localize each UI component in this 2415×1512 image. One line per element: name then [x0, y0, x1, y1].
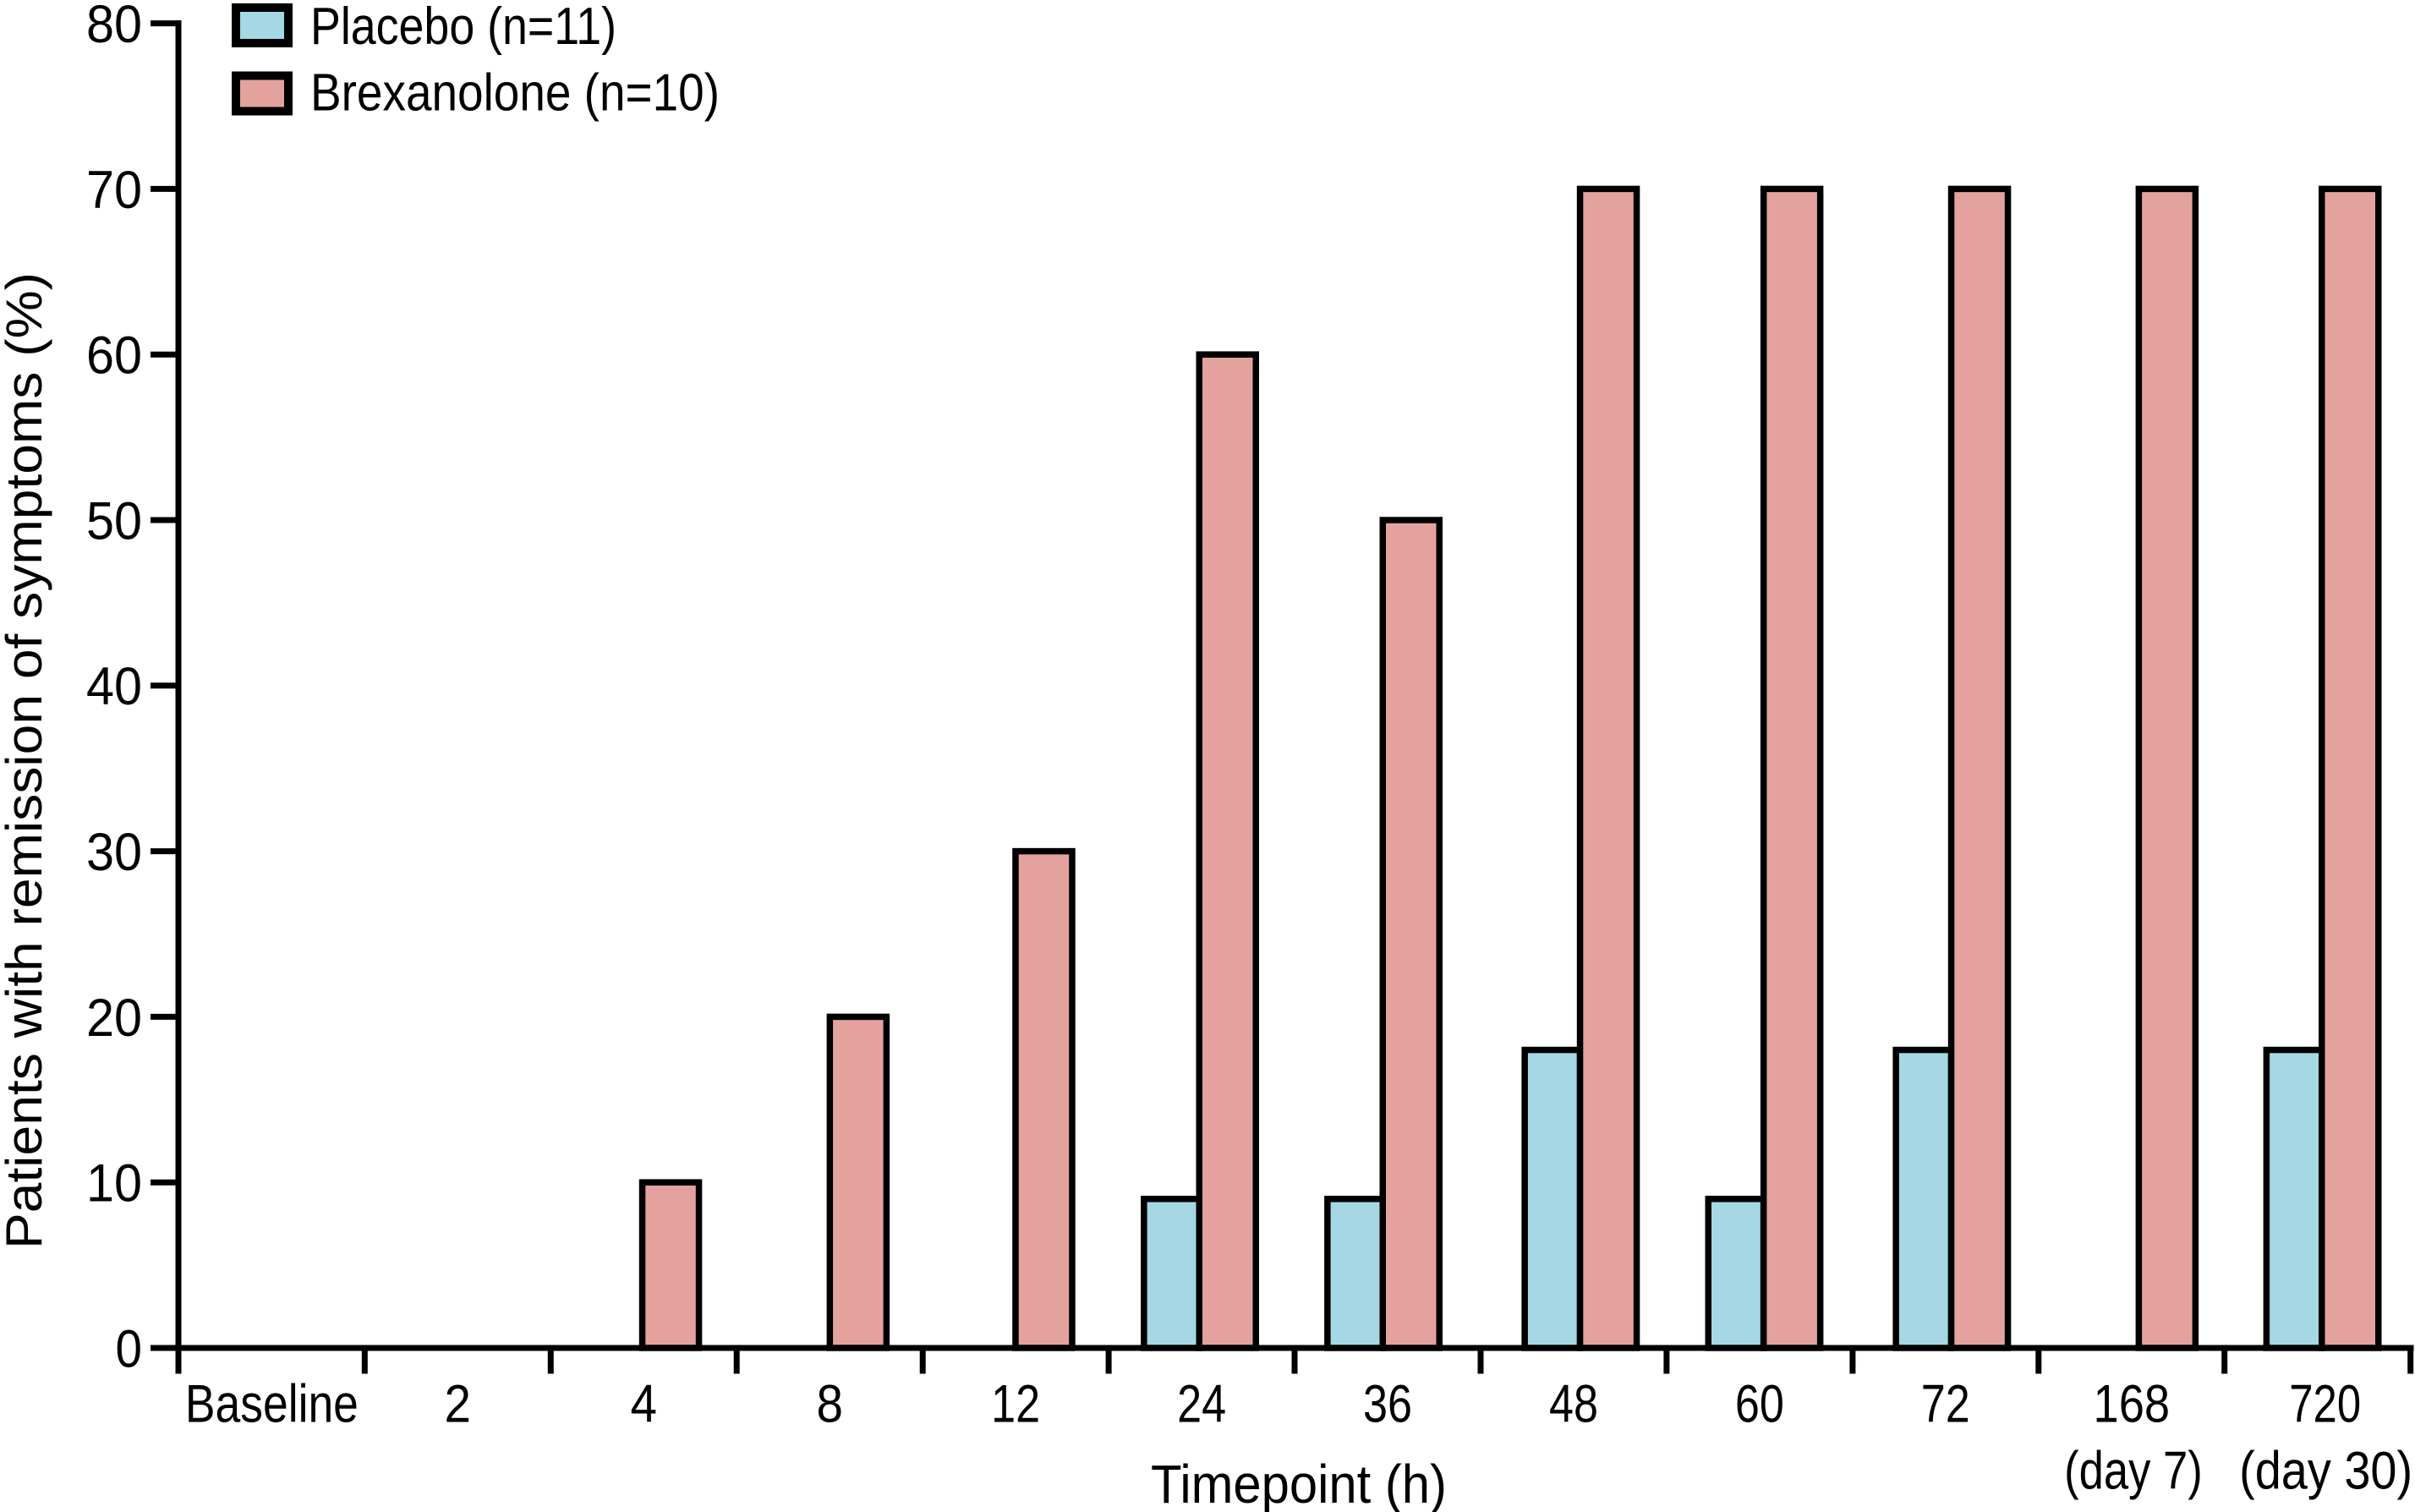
svg-text:48: 48 [1549, 1375, 1598, 1434]
svg-text:60: 60 [1735, 1375, 1784, 1434]
svg-text:Brexanolone (n=10): Brexanolone (n=10) [310, 63, 720, 122]
svg-text:(day 7): (day 7) [2064, 1442, 2203, 1501]
svg-text:168: 168 [2094, 1375, 2171, 1434]
svg-text:70: 70 [86, 161, 142, 220]
svg-text:12: 12 [991, 1375, 1040, 1434]
svg-text:10: 10 [86, 1154, 142, 1213]
svg-text:60: 60 [86, 326, 142, 386]
svg-text:Timepoint (h): Timepoint (h) [1151, 1454, 1447, 1512]
svg-text:80: 80 [86, 0, 142, 54]
svg-text:20: 20 [86, 989, 142, 1048]
svg-text:50: 50 [86, 491, 142, 551]
svg-text:40: 40 [86, 657, 142, 716]
svg-text:36: 36 [1363, 1375, 1412, 1434]
svg-text:Placebo (n=11): Placebo (n=11) [310, 0, 616, 56]
svg-text:4: 4 [630, 1375, 657, 1434]
svg-text:720: 720 [2289, 1375, 2361, 1434]
svg-text:24: 24 [1177, 1375, 1226, 1434]
svg-text:8: 8 [816, 1375, 843, 1434]
svg-text:2: 2 [445, 1375, 472, 1434]
svg-text:0: 0 [116, 1319, 143, 1378]
svg-text:(day 30): (day 30) [2239, 1442, 2412, 1501]
svg-text:Baseline: Baseline [185, 1375, 359, 1434]
svg-text:72: 72 [1921, 1375, 1970, 1434]
svg-text:30: 30 [86, 823, 142, 882]
svg-text:Patients with remission of sym: Patients with remission of symptoms (%) [0, 272, 52, 1249]
